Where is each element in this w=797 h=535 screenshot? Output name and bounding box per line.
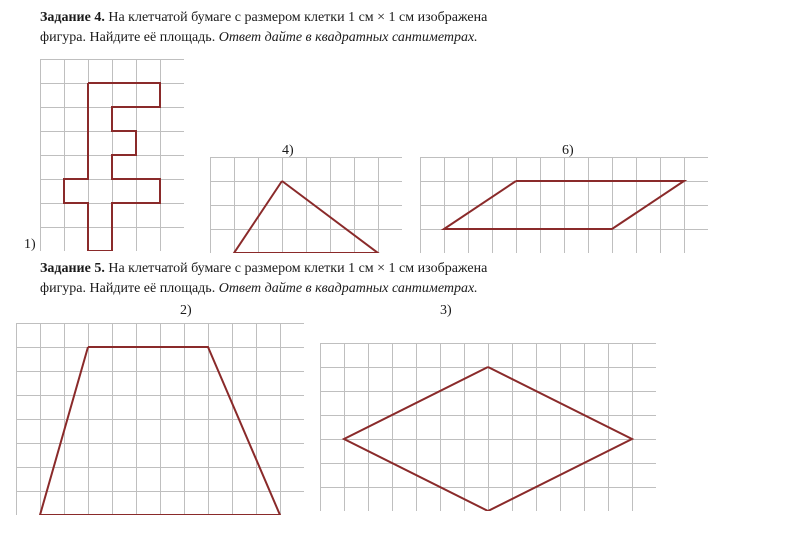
task5-label-2: 2) [180,303,192,319]
task4-title: Задание 4. [40,10,105,25]
task4-label-6: 6) [562,143,574,159]
task5-fig3-svg [320,343,656,511]
task5-text-line1: На клетчатой бумаге с размером клетки 1 … [105,261,487,276]
task4-fig4-panel [210,157,402,258]
task4-fig6-svg [420,157,708,253]
task4-text-italic: Ответ дайте в квадратных сантиметрах. [219,30,478,45]
task4-text-line1: На клетчатой бумаге с размером клетки 1 … [105,10,487,25]
task4-fig1-panel [40,59,184,256]
task5-fig2-panel [16,323,304,520]
task5-label-3: 3) [440,303,452,319]
task5-fig3-panel [320,343,656,516]
task4-heading: Задание 4. На клетчатой бумаге с размеро… [40,8,757,49]
task5-figures: 2) 3) [40,303,760,518]
task4-fig4-svg [210,157,402,253]
task5-heading: Задание 5. На клетчатой бумаге с размеро… [40,259,757,300]
task5-text-italic: Ответ дайте в квадратных сантиметрах. [219,281,478,296]
task4-text-line2: фигура. Найдите её площадь. [40,30,219,45]
task4-fig6-panel [420,157,708,258]
task4-label-1: 1) [24,237,36,253]
task4-label-4: 4) [282,143,294,159]
task5-text-line2: фигура. Найдите её площадь. [40,281,219,296]
page: Задание 4. На клетчатой бумаге с размеро… [0,0,797,526]
task5-title: Задание 5. [40,261,105,276]
task4-fig1-svg [40,59,184,251]
task4-figures: 1) 4) 6) [40,53,760,255]
task5-fig2-svg [16,323,304,515]
